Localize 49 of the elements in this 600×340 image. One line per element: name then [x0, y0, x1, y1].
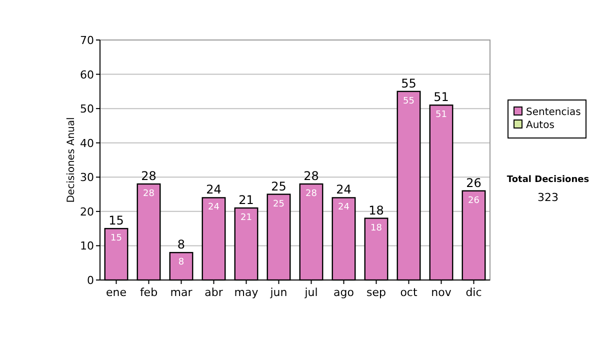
y-tick-label: 40	[80, 136, 94, 150]
total-label: 21	[238, 193, 254, 207]
y-tick-label: 20	[80, 205, 94, 218]
y-tick-label: 70	[80, 34, 94, 47]
data-label: 25	[273, 199, 284, 210]
data-label: 15	[110, 234, 122, 244]
y-axis-title: Decisiones Anual	[66, 117, 77, 203]
total-label: 24	[336, 182, 352, 197]
data-label: 28	[306, 189, 318, 199]
data-label: 24	[208, 202, 220, 213]
x-tick-label: may	[234, 286, 259, 299]
x-tick-label: oct	[400, 286, 418, 299]
text: Total Decisiones	[506, 175, 590, 185]
data-label: 24	[338, 202, 350, 213]
y-tick-label: 60	[80, 68, 94, 82]
total-label: 15	[108, 214, 124, 228]
total-label: 25	[271, 179, 286, 194]
total-label: 18	[368, 203, 384, 218]
x-tick-label: jun	[269, 286, 288, 299]
total-label: 28	[141, 169, 156, 183]
x-tick-label: ene	[106, 286, 127, 299]
data-label: 51	[436, 110, 447, 120]
data-label: 26	[468, 196, 480, 206]
x-tick-label: sep	[366, 286, 386, 299]
y-tick-label: 0	[87, 274, 94, 287]
legend-label: Autos	[526, 120, 554, 131]
total-label: 26	[466, 176, 482, 190]
y-tick-label: 50	[80, 102, 94, 116]
y-tick-label: 30	[80, 171, 94, 184]
x-tick-label: ago	[334, 286, 354, 299]
legend-label: Sentencias	[526, 107, 581, 118]
x-tick-label: feb	[140, 286, 158, 299]
x-tick-label: mar	[170, 286, 193, 299]
text: 323	[538, 191, 558, 204]
total-label: 24	[206, 182, 222, 197]
data-label: 18	[370, 223, 382, 234]
data-label: 8	[178, 258, 184, 268]
x-tick-label: jul	[304, 286, 318, 299]
x-tick-label: dic	[466, 286, 482, 299]
y-tick-label: 10	[80, 240, 94, 253]
x-tick-label: abr	[204, 286, 224, 299]
total-label: 28	[304, 169, 319, 183]
total-label: 55	[401, 76, 416, 90]
data-label: 21	[240, 213, 252, 223]
data-label: 28	[143, 189, 155, 199]
total-label: 51	[434, 90, 449, 104]
x-tick-label: nov	[431, 286, 452, 299]
total-label: 8	[177, 238, 186, 252]
data-label: 55	[403, 96, 414, 106]
